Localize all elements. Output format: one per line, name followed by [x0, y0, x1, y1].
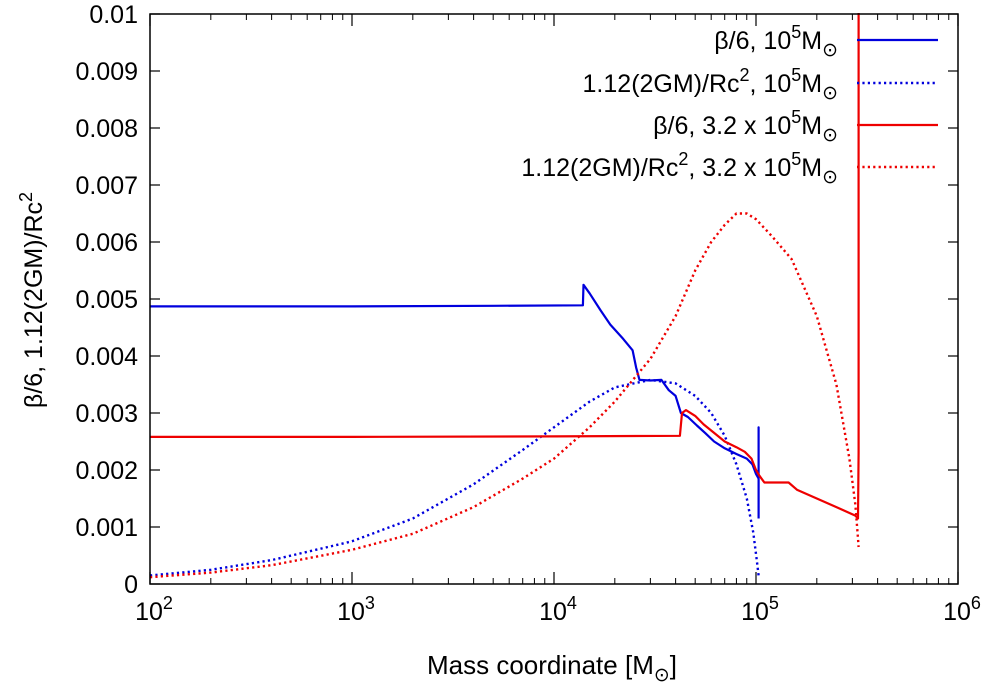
series-layer — [150, 13, 860, 579]
legend-part-pre: 1.12(2GM)/Rc — [583, 70, 740, 98]
legend-part-pre: β/6, 3.2 x 10 — [653, 112, 791, 140]
legend-part-sub: ⊙ — [822, 167, 838, 188]
ticks-layer: 0 0.001 0.002 0.003 0.004 0.005 0.006 0.007 0.00… — [75, 1, 980, 626]
x-axis-label-sub: ⊙ — [654, 665, 670, 686]
y-tick-label: 0.006 — [75, 229, 138, 257]
legend-part-mid: M — [801, 27, 822, 55]
x-tick-base: 10 — [337, 598, 365, 626]
y-tick-label: 0.008 — [75, 115, 138, 143]
legend-part-mid2: M — [801, 154, 822, 182]
series-line-bound-3.2e5 — [150, 212, 860, 579]
legend-part-sup: 5 — [791, 22, 801, 42]
legend-part-sup: 5 — [791, 107, 801, 127]
legend-part-sub: ⊙ — [822, 83, 838, 104]
x-tick-exp: 6 — [971, 593, 981, 613]
legend-part-mid: M — [801, 112, 822, 140]
x-tick-label: 106 — [943, 593, 981, 626]
x-tick-exp: 5 — [769, 593, 779, 613]
x-tick-exp: 4 — [567, 593, 577, 613]
legend-part-sup2: 5 — [791, 65, 801, 85]
legend-part-pre: 1.12(2GM)/Rc — [521, 154, 678, 182]
y-tick-label: 0.002 — [75, 457, 138, 485]
y-tick-label: 0.007 — [75, 172, 138, 200]
y-tick-label: 0.004 — [75, 343, 138, 371]
x-tick-label: 105 — [741, 593, 779, 626]
y-tick-label: 0 — [124, 571, 138, 599]
legend-part-mid2: M — [801, 70, 822, 98]
x-tick-label: 103 — [337, 593, 375, 626]
legend-label-bound-3.2e5: 1.12(2GM)/Rc2, 3.2 x 105M⊙ — [521, 149, 838, 188]
legend: β/6, 105M⊙1.12(2GM)/Rc2, 105M⊙β/6, 3.2 x… — [521, 22, 938, 188]
legend-part-pre: β/6, 10 — [714, 27, 791, 55]
legend-label-beta6-3.2e5: β/6, 3.2 x 105M⊙ — [653, 107, 838, 146]
x-tick-exp: 3 — [365, 593, 375, 613]
legend-part-sub: ⊙ — [822, 40, 838, 61]
x-tick-base: 10 — [943, 598, 971, 626]
y-tick-label: 0.009 — [75, 58, 138, 86]
y-tick-label: 0.003 — [75, 400, 138, 428]
legend-label-beta6-1e5: β/6, 105M⊙ — [714, 22, 838, 61]
x-tick-base: 10 — [539, 598, 567, 626]
y-tick-label: 0.001 — [75, 514, 138, 542]
legend-part-mid: , 3.2 x 10 — [688, 154, 791, 182]
legend-part-sup: 2 — [740, 65, 750, 85]
x-tick-label: 102 — [135, 593, 173, 626]
series-line-beta6-1e5 — [150, 283, 760, 519]
x-axis-label-main: Mass coordinate [M — [427, 650, 654, 680]
x-axis-label-end: ] — [670, 650, 677, 680]
y-tick-label: 0.01 — [89, 1, 138, 29]
legend-part-mid: , 10 — [750, 70, 792, 98]
x-tick-label: 104 — [539, 593, 577, 626]
y-tick-label: 0.005 — [75, 286, 138, 314]
series-line-beta6-3.2e5 — [150, 13, 860, 520]
legend-part-sup: 2 — [678, 149, 688, 169]
legend-part-sup2: 5 — [791, 149, 801, 169]
y-axis-label-sup: 2 — [16, 192, 36, 202]
series-line-bound-1e5 — [150, 378, 760, 577]
y-axis-label: β/6, 1.12(2GM)/Rc2 — [16, 192, 48, 408]
x-tick-base: 10 — [741, 598, 769, 626]
legend-part-sub: ⊙ — [822, 125, 838, 146]
x-tick-base: 10 — [135, 598, 163, 626]
y-axis-label-main: β/6, 1.12(2GM)/Rc — [20, 202, 48, 408]
x-axis-label: Mass coordinate [M⊙] — [427, 650, 677, 686]
legend-label-bound-1e5: 1.12(2GM)/Rc2, 105M⊙ — [583, 65, 838, 104]
x-tick-exp: 2 — [163, 593, 173, 613]
